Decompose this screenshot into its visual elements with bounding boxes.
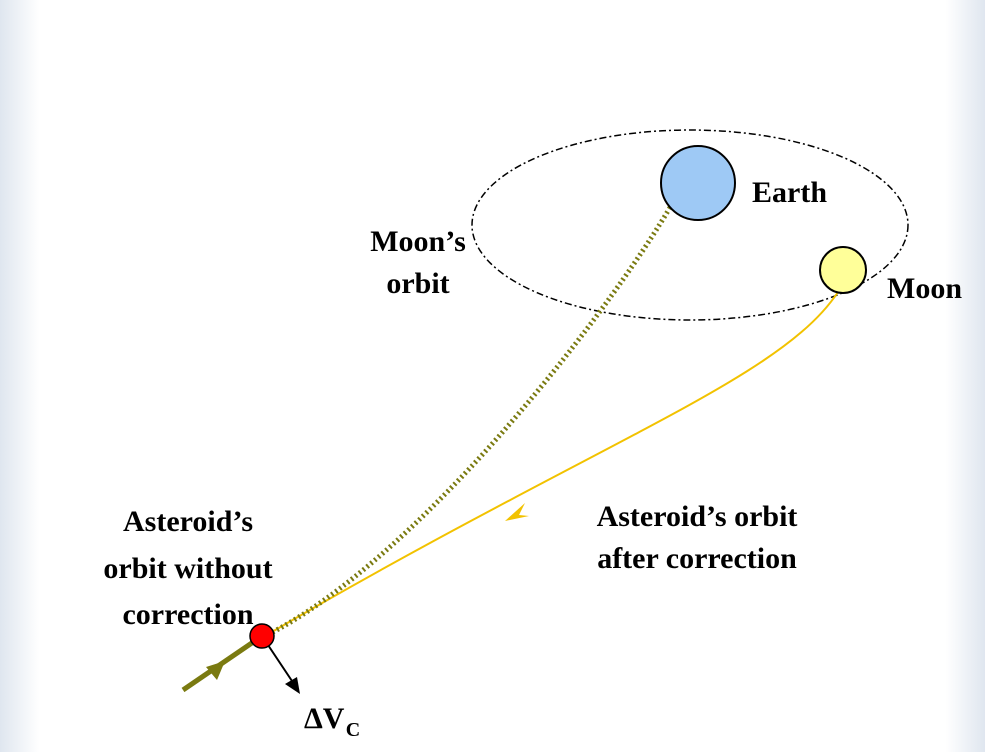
moon-orbit (471, 129, 909, 321)
incoming-arrow (206, 661, 225, 680)
orbit-without-label: correction (122, 598, 253, 631)
orbit-without-label: Asteroid’s (123, 505, 253, 538)
orbit-without-label: orbit without (103, 552, 272, 585)
asteroid (249, 623, 275, 649)
orbit-arrow (505, 503, 529, 521)
moon-label: Moon (887, 272, 962, 305)
orbit-after-label: after correction (597, 542, 797, 575)
orbit-without-correction (263, 188, 683, 639)
orbit-after-correction (264, 291, 839, 637)
moon (819, 246, 867, 294)
delta-v-arrow (285, 677, 300, 694)
earth-label: Earth (752, 176, 827, 209)
orbit-after-label: Asteroid’s orbit (597, 500, 798, 533)
moon-orbit-label: orbit (386, 267, 449, 300)
moon-orbit-label: Moon’s (370, 225, 466, 258)
delta-v-subscript: C (346, 719, 360, 741)
delta-v-label: ΔV (304, 702, 345, 735)
earth (660, 145, 736, 221)
